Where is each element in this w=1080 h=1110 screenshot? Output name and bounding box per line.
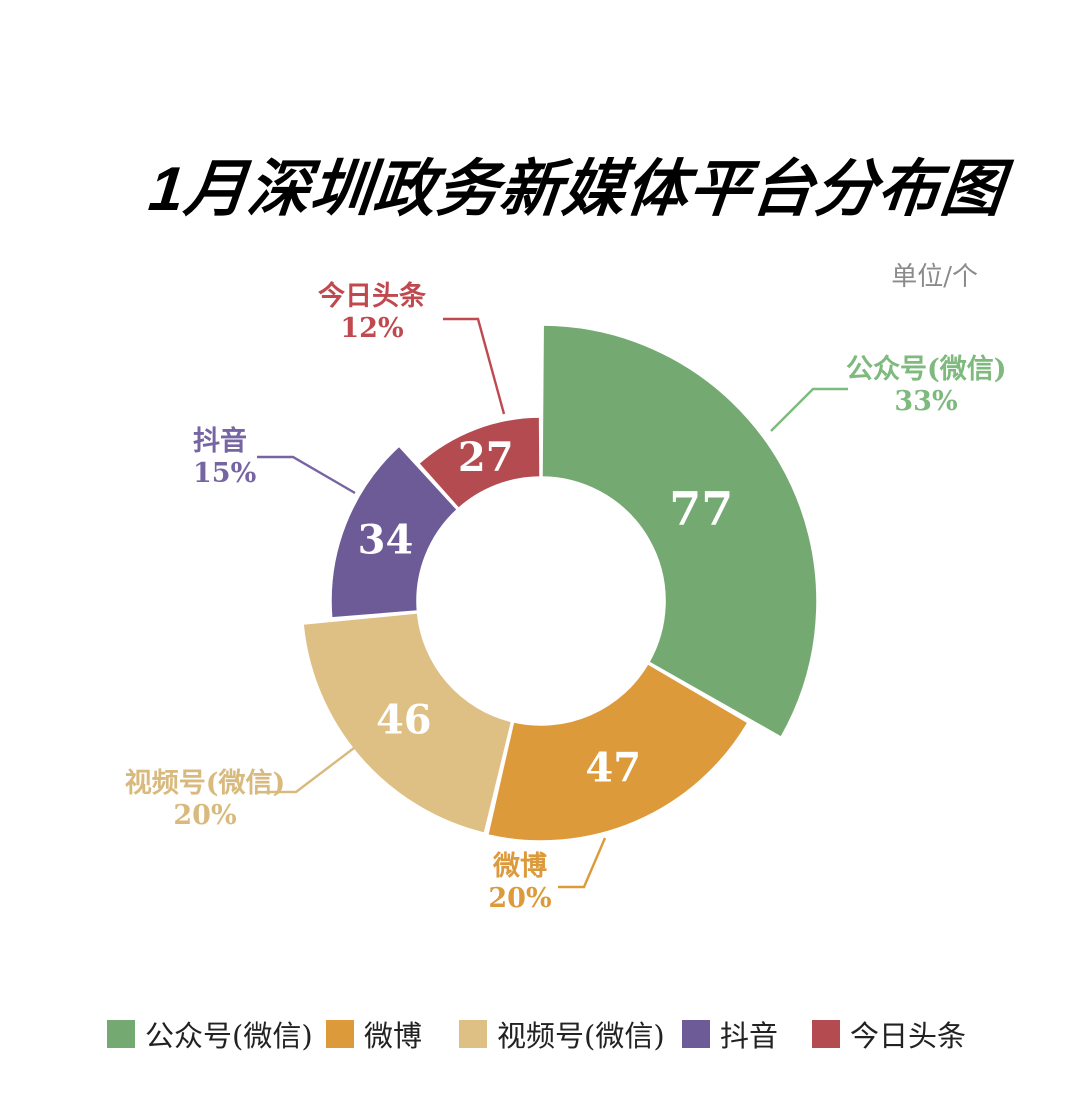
slice-value-label: 27 — [458, 434, 514, 481]
slice-value-label: 47 — [585, 745, 641, 792]
unit-label: 单位/个 — [891, 262, 978, 292]
callout-wechat-official: 公众号(微信) 33% — [846, 354, 1007, 419]
callout-label: 公众号(微信) — [846, 354, 1007, 385]
legend-label: 公众号(微信) — [145, 1019, 313, 1053]
legend-swatch-purple — [682, 1020, 710, 1048]
callout-weibo: 微博 20% — [453, 851, 587, 916]
callout-label: 视频号(微信) — [124, 768, 286, 799]
pie-slice-1[interactable] — [486, 662, 749, 842]
legend-label: 抖音 — [720, 1019, 779, 1053]
legend-item-toutiao[interactable]: 今日头条 — [812, 1016, 967, 1053]
legend-item-video-account[interactable]: 视频号(微信) — [459, 1016, 665, 1053]
pie-slice-0[interactable] — [541, 324, 818, 739]
legend-item-weibo[interactable]: 微博 — [326, 1016, 423, 1053]
legend-swatch-red — [812, 1020, 840, 1048]
callout-percent: 15% — [193, 458, 257, 490]
slice-value-label: 77 — [669, 482, 733, 536]
callout-percent: 33% — [894, 386, 958, 418]
slice-value-label: 34 — [358, 517, 414, 564]
pie-slice-3[interactable] — [330, 445, 459, 619]
legend-swatch-orange — [326, 1020, 354, 1048]
legend: 公众号(微信) 微博 视频号(微信) 抖音 今日头条 — [0, 1016, 1080, 1056]
callout-percent: 20% — [488, 883, 552, 915]
legend-swatch-tan — [459, 1020, 487, 1048]
leader-line-3 — [257, 455, 356, 495]
callout-video-account: 视频号(微信) 20% — [123, 768, 287, 833]
leader-line-4 — [443, 317, 506, 415]
slice-value-label: 46 — [376, 696, 432, 743]
callout-douyin: 抖音 15% — [193, 426, 303, 491]
pie-slice-2[interactable] — [302, 612, 513, 835]
callout-label: 微博 — [493, 851, 547, 882]
leader-line-2 — [267, 747, 355, 794]
callout-toutiao: 今日头条 12% — [301, 281, 443, 346]
legend-label: 微博 — [364, 1019, 423, 1053]
legend-label: 视频号(微信) — [497, 1019, 665, 1053]
legend-item-wechat-official[interactable]: 公众号(微信) — [107, 1016, 313, 1053]
leader-line-1 — [558, 837, 607, 889]
callout-percent: 20% — [173, 800, 237, 832]
pie-slice-4[interactable] — [417, 416, 541, 510]
callout-label: 抖音 — [193, 426, 247, 457]
legend-label: 今日头条 — [850, 1019, 967, 1053]
callout-percent: 12% — [340, 313, 404, 345]
legend-swatch-green — [107, 1020, 135, 1048]
callout-label: 今日头条 — [318, 281, 426, 312]
legend-item-douyin[interactable]: 抖音 — [682, 1016, 779, 1053]
leader-line-0 — [770, 387, 848, 432]
